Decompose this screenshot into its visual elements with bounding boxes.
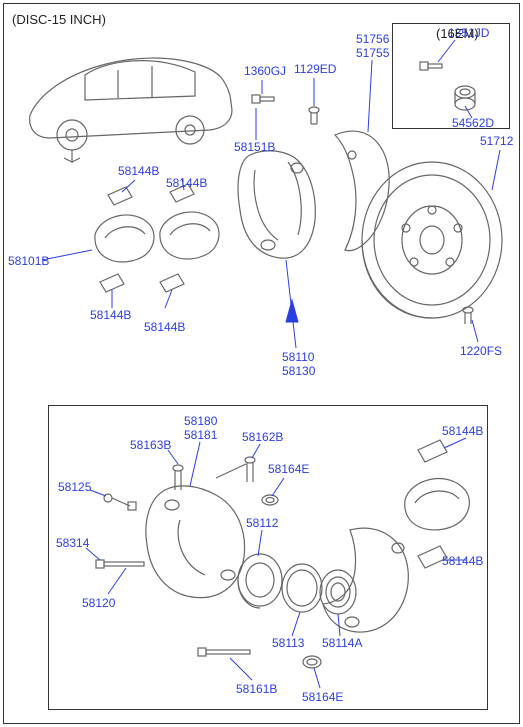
pn-58144b-tl[interactable]: 58144B <box>118 164 159 178</box>
screw-1129ed <box>309 107 319 124</box>
piston-seal <box>282 564 322 612</box>
pn-58125[interactable]: 58125 <box>58 480 91 494</box>
pn-58144b-bl[interactable]: 58144B <box>90 308 131 322</box>
pn-1360gj[interactable]: 1360GJ <box>244 64 286 78</box>
piston-boot <box>320 570 356 614</box>
pn-58144b-rl[interactable]: 58144B <box>442 554 483 568</box>
pin-boot-lower <box>303 656 321 668</box>
pn-58164e-upper[interactable]: 58164E <box>268 462 309 476</box>
pn-54562d[interactable]: 54562D <box>452 116 494 130</box>
pn-58144b-ru[interactable]: 58144B <box>442 424 483 438</box>
caliper-bracket <box>323 528 408 632</box>
pad-right <box>405 440 470 568</box>
pn-51755[interactable]: 51755 <box>356 46 389 60</box>
pn-51756[interactable]: 51756 <box>356 32 389 46</box>
inset-bolt <box>420 62 442 70</box>
pad-set <box>95 184 219 292</box>
pn-58130[interactable]: 58130 <box>282 364 315 378</box>
pn-58144b-br[interactable]: 58144B <box>144 320 185 334</box>
pn-58101b[interactable]: 58101B <box>8 254 49 268</box>
pn-58120[interactable]: 58120 <box>82 596 115 610</box>
brake-disc <box>362 162 502 318</box>
pn-51712[interactable]: 51712 <box>480 134 513 148</box>
guide-pin-upper <box>173 457 255 490</box>
pn-58164e-lower[interactable]: 58164E <box>302 690 343 704</box>
pn-58314[interactable]: 58314 <box>56 536 89 550</box>
disc-title: (DISC-15 INCH) <box>12 12 106 27</box>
pn-1129ed[interactable]: 1129ED <box>294 62 336 76</box>
pn-58180[interactable]: 58180 <box>184 414 217 428</box>
bolt-1360gj <box>252 95 274 103</box>
pn-58163b[interactable]: 58163B <box>130 438 171 452</box>
caliper-main <box>238 151 315 258</box>
carrier-bolt <box>96 560 144 568</box>
pn-58110[interactable]: 58110 <box>282 350 314 364</box>
pn-58162b[interactable]: 58162B <box>242 430 283 444</box>
bleeder <box>104 494 136 510</box>
caliper-carrier <box>146 486 245 598</box>
pn-58114a[interactable]: 58114A <box>322 636 362 650</box>
pin-boot-upper <box>262 495 278 505</box>
pn-58181[interactable]: 58181 <box>184 428 217 442</box>
pn-58151b[interactable]: 58151B <box>234 140 275 154</box>
pn-1351jd[interactable]: 1351JD <box>448 26 489 40</box>
piston <box>238 554 282 608</box>
guide-bolt-lower <box>198 648 250 656</box>
car-outline <box>30 58 232 162</box>
pn-58144b-tr[interactable]: 58144B <box>166 176 207 190</box>
pn-58113[interactable]: 58113 <box>272 636 304 650</box>
pn-58161b[interactable]: 58161B <box>236 682 277 696</box>
pn-58112[interactable]: 58112 <box>246 516 278 530</box>
pn-1220fs[interactable]: 1220FS <box>460 344 502 358</box>
diagram-svg <box>0 0 523 727</box>
